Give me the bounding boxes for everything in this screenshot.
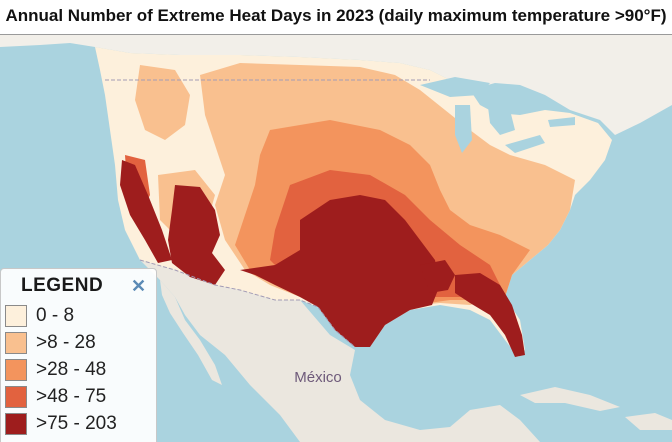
legend-title: LEGEND bbox=[21, 275, 104, 296]
lake-huron bbox=[488, 107, 515, 135]
legend-label: >28 - 48 bbox=[36, 359, 107, 380]
legend-label: 0 - 8 bbox=[36, 305, 75, 326]
legend-label: >48 - 75 bbox=[36, 386, 107, 407]
lake-ontario bbox=[548, 117, 575, 127]
usa-region-75-203-florida bbox=[455, 273, 525, 357]
mexico-land bbox=[140, 260, 540, 442]
usa-region-8-28-northwest bbox=[135, 65, 190, 140]
close-icon[interactable]: ✕ bbox=[131, 276, 147, 296]
label-mexico: México bbox=[294, 369, 342, 386]
map-title: Annual Number of Extreme Heat Days in 20… bbox=[5, 6, 667, 25]
canada-land bbox=[0, 35, 672, 135]
lake-superior bbox=[420, 77, 490, 97]
choropleth-map[interactable]: México bbox=[0, 35, 672, 442]
legend-swatch bbox=[5, 359, 27, 381]
usa-region-75-203-gulf bbox=[420, 260, 455, 293]
legend-label: >75 - 203 bbox=[36, 413, 117, 434]
usa-region-75-203-california bbox=[120, 160, 172, 263]
title-bar: Annual Number of Extreme Heat Days in 20… bbox=[0, 0, 672, 35]
hispaniola bbox=[625, 413, 672, 430]
legend-label: >8 - 28 bbox=[36, 332, 96, 353]
legend-swatch bbox=[5, 305, 27, 327]
usa-region-75-203-arizona bbox=[168, 185, 225, 285]
legend-swatch bbox=[5, 332, 27, 354]
cuba bbox=[520, 387, 620, 411]
baja-peninsula bbox=[160, 280, 222, 385]
usa-region-75-203-texas bbox=[240, 195, 440, 347]
legend-panel: LEGEND ✕ 0 - 8 >8 - 28 >28 - 48 >48 - 75… bbox=[0, 268, 157, 442]
lake-michigan bbox=[455, 105, 472, 153]
legend-swatch bbox=[5, 413, 27, 435]
legend-swatch bbox=[5, 386, 27, 408]
lake-erie bbox=[505, 135, 545, 153]
us-mexico-border bbox=[139, 259, 356, 348]
